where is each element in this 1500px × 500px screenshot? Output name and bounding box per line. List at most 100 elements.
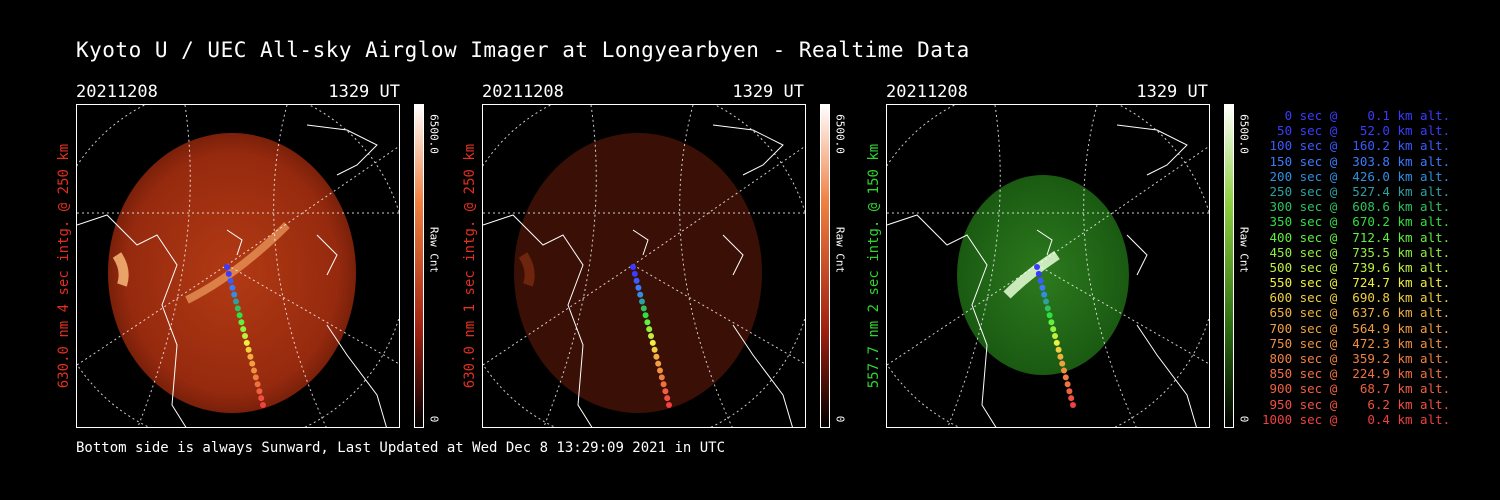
legend-row: 150 sec @ 303.8 km alt.: [1262, 153, 1451, 169]
panel-3-sky-disk: [957, 175, 1129, 375]
legend-row: 850 sec @ 224.9 km alt.: [1262, 366, 1451, 382]
panel-1-cbar-unit-text: Raw Cnt: [427, 226, 441, 274]
trajectory-point: [655, 360, 662, 367]
page-title: Kyoto U / UEC All-sky Airglow Imager at …: [76, 38, 970, 62]
panel-1-cbar-max-text: 6500.0: [427, 114, 441, 154]
panel-1-wavelength-label: 630.0 nm 4 sec intg. @ 250 km: [54, 104, 74, 428]
trajectory-point: [252, 374, 259, 381]
legend-row: 800 sec @ 359.2 km alt.: [1262, 351, 1451, 366]
trajectory-point: [657, 367, 663, 374]
panel-1-label-text: 630.0 nm 4 sec intg. @ 250 km: [56, 143, 72, 389]
legend-row: 0 sec @ 0.1 km alt.: [1262, 108, 1451, 123]
trajectory-point: [1068, 395, 1075, 402]
panel-2-trajectory: [630, 264, 672, 408]
legend-row: 50 sec @ 52.0 km alt.: [1262, 123, 1451, 139]
trajectory-point: [1052, 333, 1058, 339]
trajectory-point: [1044, 305, 1051, 312]
legend-row: 200 sec @ 426.0 km alt.: [1262, 168, 1451, 184]
panel-2-cbar-unit-text: Raw Cnt: [833, 226, 847, 274]
trajectory-point: [649, 339, 656, 346]
footer-update-info: Bottom side is always Sunward, Last Upda…: [76, 440, 726, 456]
trajectory-point: [242, 333, 248, 339]
trajectory-point: [1061, 367, 1067, 374]
trajectory-point: [247, 353, 254, 360]
legend-row: 1000 sec @ 0.4 km alt.: [1262, 411, 1451, 427]
trajectory-point: [229, 284, 236, 291]
trajectory-point: [660, 381, 667, 388]
trajectory-point: [666, 402, 672, 408]
panel-2-cbar-zero-text: 0: [833, 415, 847, 423]
trajectory-point: [225, 270, 232, 277]
legend-row: 650 sec @ 637.6 km alt.: [1262, 305, 1451, 321]
panel-3-cbar-max-text: 6500.0: [1237, 114, 1251, 154]
panel-3-airglow-image: [886, 104, 1210, 428]
trajectory-point: [630, 264, 636, 270]
trajectory-point: [249, 360, 256, 367]
panel-3-colorbar: [1224, 104, 1234, 428]
trajectory-point: [1035, 270, 1042, 277]
trajectory-point: [635, 284, 642, 291]
trajectory-point: [664, 395, 671, 402]
trajectory-point: [1043, 298, 1049, 305]
legend-row: 950 sec @ 6.2 km alt.: [1262, 396, 1451, 412]
trajectory-point: [1070, 402, 1076, 408]
trajectory-point: [653, 353, 660, 360]
panel-1-cbar-zero-text: 0: [427, 415, 441, 423]
panel-3-cbar-zero-text: 0: [1237, 415, 1251, 423]
trajectory-point: [231, 291, 238, 298]
trajectory-point: [646, 326, 653, 333]
panel-2-coastline: [483, 124, 793, 427]
panel-1-aurora-spot: [112, 252, 129, 287]
trajectory-legend: 0 sec @ 0.1 km alt. 50 sec @ 52.0 km alt…: [1262, 108, 1462, 427]
panel-3-cbar-unit-text: Raw Cnt: [1237, 226, 1251, 274]
panel-1-time: 1329 UT: [328, 82, 400, 102]
panel-3-wavelength-label: 557.7 nm 2 sec intg. @ 150 km: [864, 104, 884, 428]
trajectory-point: [640, 305, 647, 312]
panel-1-airglow-image: [76, 104, 400, 428]
panel-3-date: 20211208: [886, 82, 968, 102]
trajectory-point: [1050, 326, 1057, 333]
trajectory-point: [227, 277, 234, 284]
panel-1-trajectory: [224, 264, 266, 408]
panel-1-coastline: [77, 124, 387, 427]
trajectory-point: [1057, 353, 1064, 360]
trajectory-point: [637, 291, 644, 298]
panel-1-date: 20211208: [76, 82, 158, 102]
panel-3-coastline: [887, 124, 1197, 427]
trajectory-point: [1034, 264, 1040, 270]
trajectory-point: [1046, 312, 1053, 319]
trajectory-point: [1055, 346, 1062, 353]
legend-row: 100 sec @ 160.2 km alt.: [1262, 138, 1451, 154]
trajectory-point: [642, 312, 649, 319]
legend-row: 500 sec @ 739.6 km alt.: [1262, 259, 1451, 275]
legend-row: 700 sec @ 564.9 km alt.: [1262, 320, 1451, 336]
panel-2-colorbar-unit: Raw Cnt: [833, 220, 847, 280]
legend-row: 250 sec @ 527.4 km alt.: [1262, 183, 1451, 199]
legend-row: 350 sec @ 670.2 km alt.: [1262, 214, 1451, 230]
trajectory-point: [651, 346, 658, 353]
trajectory-point: [1041, 291, 1048, 298]
panel-2-map: [483, 105, 805, 427]
panel-2-wavelength-label: 630.0 nm 1 sec intg. @ 250 km: [460, 104, 480, 428]
trajectory-point: [1037, 277, 1044, 284]
legend-row: 900 sec @ 68.7 km alt.: [1262, 381, 1451, 397]
panel-2-airglow-image: [482, 104, 806, 428]
legend-row: 300 sec @ 608.6 km alt.: [1262, 199, 1451, 215]
panel-2-colorbar-zero: 0: [833, 412, 847, 426]
panel-3-trajectory: [1034, 264, 1076, 408]
trajectory-point: [256, 388, 263, 395]
legend-row: 450 sec @ 735.5 km alt.: [1262, 244, 1451, 260]
panel-2-date: 20211208: [482, 82, 564, 102]
legend-row: 550 sec @ 724.7 km alt.: [1262, 275, 1451, 291]
panel-1-colorbar-max: 6500.0: [427, 104, 441, 164]
panel-2-colorbar: [820, 104, 830, 428]
panel-3-aurora-arc: [1003, 250, 1060, 299]
trajectory-point: [258, 395, 265, 402]
trajectory-point: [254, 381, 261, 388]
trajectory-point: [251, 367, 257, 374]
trajectory-point: [644, 319, 651, 326]
panel-3-time: 1329 UT: [1136, 82, 1208, 102]
trajectory-point: [260, 402, 266, 408]
panel-2-colorbar-max: 6500.0: [833, 104, 847, 164]
trajectory-point: [1053, 339, 1060, 346]
